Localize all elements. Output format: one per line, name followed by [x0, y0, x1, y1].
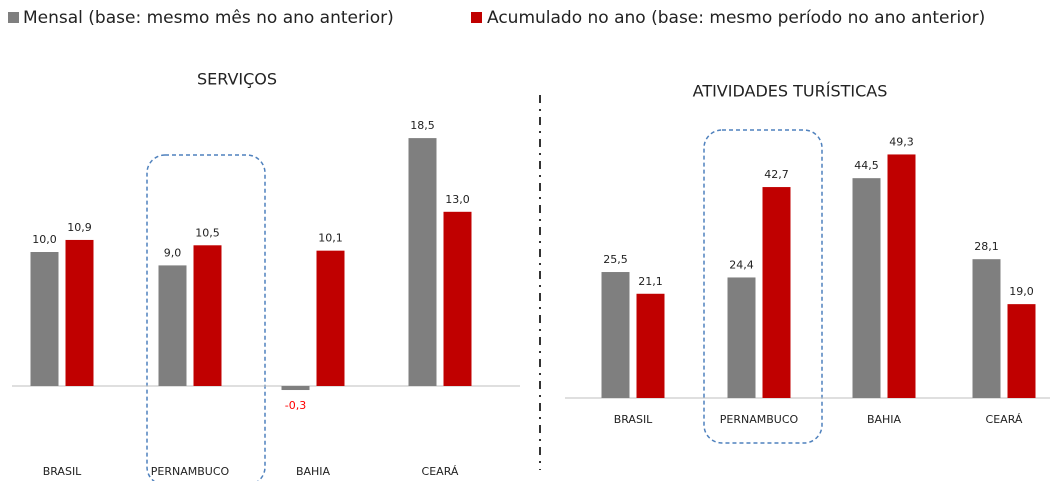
x-tick-label: PERNAMBUCO	[151, 465, 230, 478]
highlight-box	[703, 129, 823, 444]
bar	[316, 250, 345, 386]
data-label: 19,0	[1009, 285, 1034, 298]
highlight-box	[146, 154, 266, 481]
bar	[408, 138, 437, 386]
bar	[443, 211, 472, 386]
legend-swatch	[471, 12, 482, 23]
bar	[193, 245, 222, 386]
legend-label: Acumulado no ano (base: mesmo período no…	[487, 8, 985, 28]
data-label: 13,0	[445, 193, 470, 206]
legend-swatch	[8, 12, 19, 23]
x-tick-label: BRASIL	[43, 465, 82, 478]
data-label: 49,3	[889, 135, 914, 148]
x-tick-label: BAHIA	[867, 413, 902, 426]
data-label: 10,1	[318, 232, 343, 245]
data-label: 10,9	[67, 221, 92, 234]
data-label: 28,1	[974, 240, 999, 253]
x-tick-label: PERNAMBUCO	[720, 413, 799, 426]
data-label: -0,3	[285, 399, 306, 412]
bar	[1007, 304, 1036, 398]
bar	[65, 239, 94, 386]
bar	[281, 386, 310, 391]
bar	[636, 293, 665, 398]
bar	[972, 259, 1001, 398]
x-tick-label: BAHIA	[296, 465, 331, 478]
data-label: 44,5	[854, 159, 879, 172]
data-label: 10,0	[32, 233, 57, 246]
data-label: 10,5	[195, 226, 220, 239]
bar	[30, 252, 59, 386]
data-label: 24,4	[729, 258, 754, 271]
data-label: 21,1	[638, 275, 663, 288]
bar	[852, 178, 881, 398]
data-label: 25,5	[603, 253, 628, 266]
x-tick-label: BRASIL	[614, 413, 653, 426]
chart-title: ATIVIDADES TURÍSTICAS	[693, 82, 888, 101]
data-label: 42,7	[764, 168, 789, 181]
bar	[762, 187, 791, 398]
bar	[727, 277, 756, 398]
bar	[887, 154, 916, 398]
bar	[158, 265, 187, 386]
x-tick-label: CEARÁ	[422, 465, 459, 478]
x-tick-label: CEARÁ	[986, 413, 1023, 426]
data-label: 9,0	[164, 246, 182, 259]
data-label: 18,5	[410, 119, 435, 132]
legend-label: Mensal (base: mesmo mês no ano anterior)	[23, 8, 394, 28]
chart-title: SERVIÇOS	[197, 70, 277, 89]
bar	[601, 272, 630, 398]
